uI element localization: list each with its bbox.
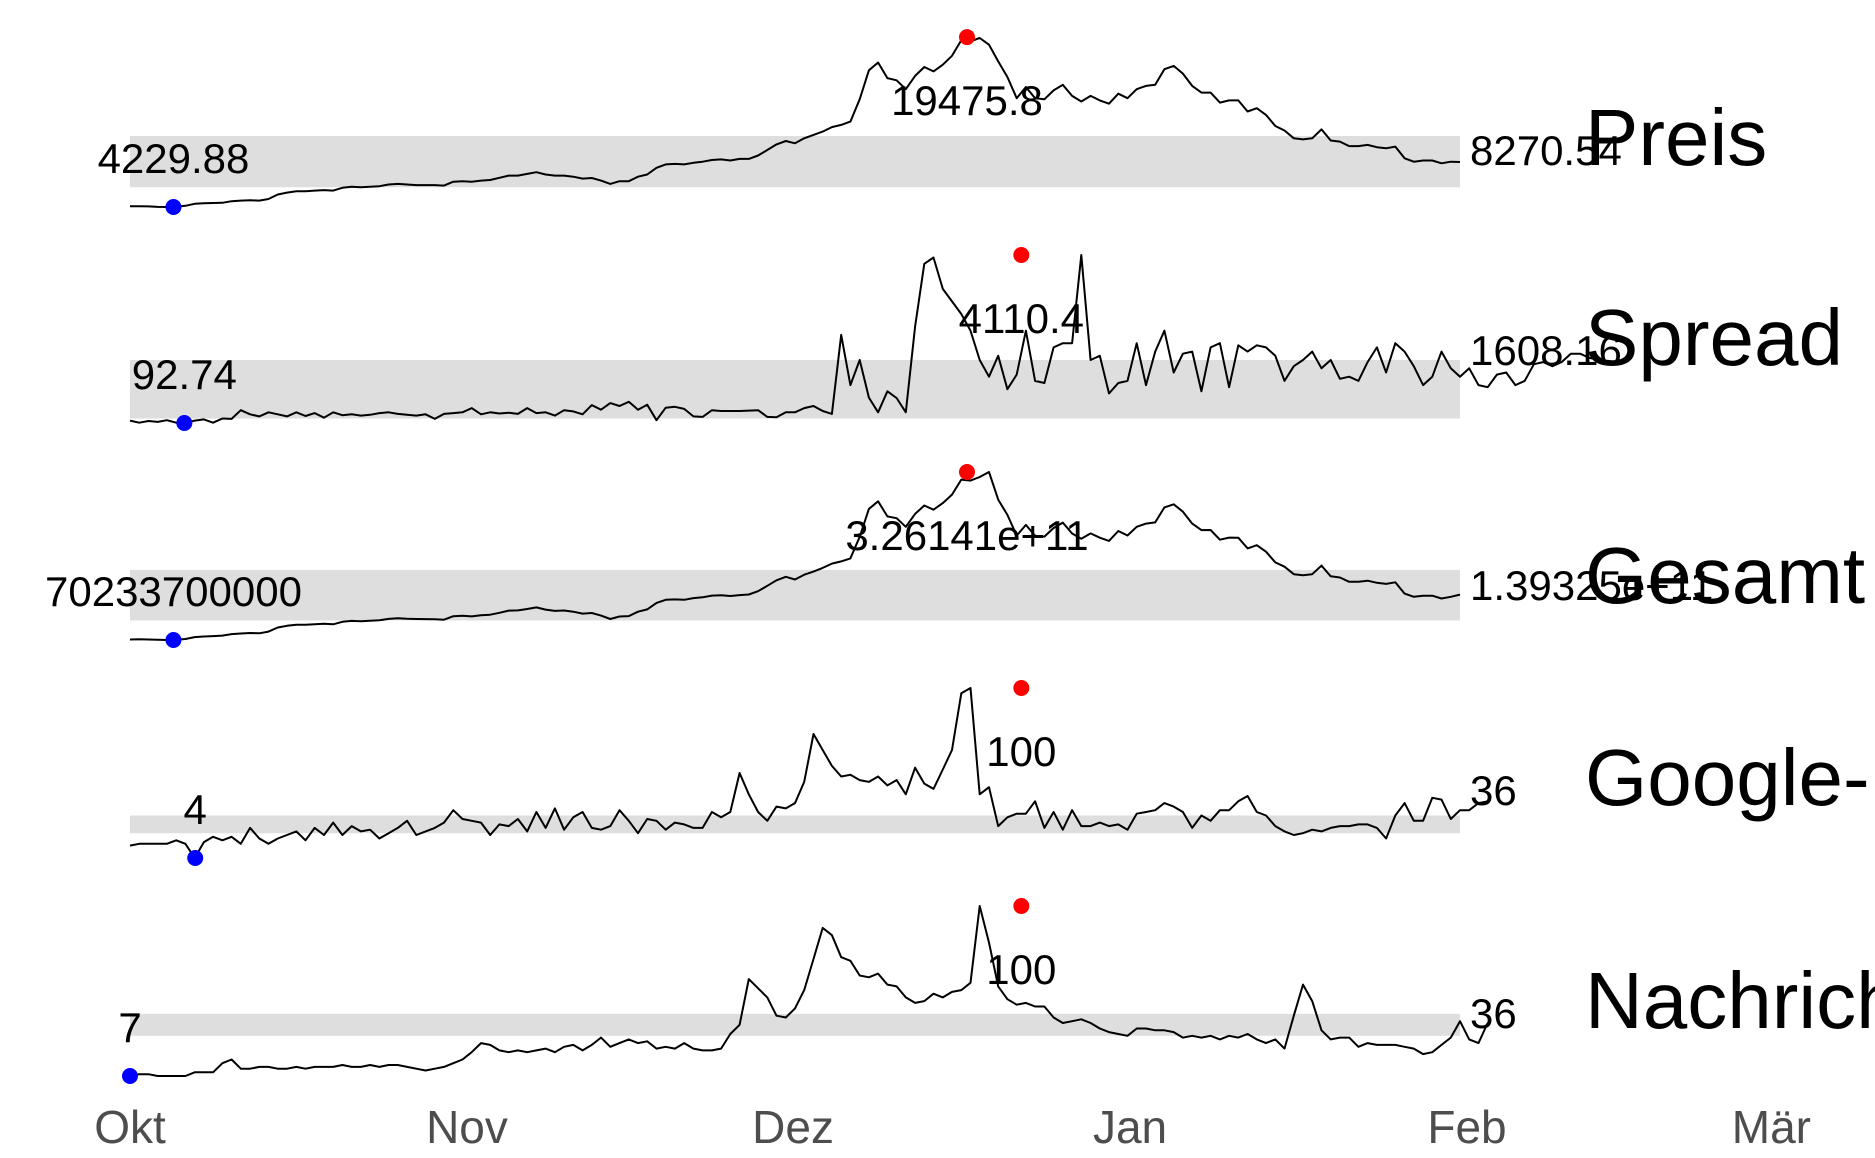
x-tick-label: Dez — [752, 1101, 834, 1153]
sparkline-google: 4 100 36 Google- — [129, 680, 1870, 866]
max-point — [1013, 680, 1030, 696]
series-name-label: Preis — [1585, 93, 1767, 182]
series-line — [129, 37, 1461, 208]
min-point — [122, 1068, 138, 1084]
series-name-label: Gesamt — [1585, 531, 1865, 620]
min-point — [165, 632, 182, 648]
series-name-label: Spread — [1585, 293, 1843, 382]
first-value-label: 4 — [184, 786, 207, 833]
x-axis: Okt Nov Dez Jan Feb Mär — [94, 1101, 1811, 1153]
max-value-label: 4110.4 — [959, 295, 1084, 342]
first-value-label: 7 — [118, 1004, 141, 1051]
max-value-label: 19475.8 — [891, 77, 1043, 124]
first-value-label: 4229.88 — [98, 135, 250, 182]
first-value-label: 70233700000 — [45, 568, 302, 615]
max-point — [1013, 898, 1030, 914]
min-point — [187, 850, 204, 866]
last-value-label: 1608.16 — [1470, 327, 1622, 374]
max-point — [1013, 246, 1030, 263]
max-value-label: 100 — [986, 728, 1056, 775]
last-value-label: 8270.54 — [1470, 127, 1622, 174]
series-line — [129, 254, 1599, 424]
first-value-label: 92.74 — [132, 351, 237, 398]
max-value-label: 3.26141e+11 — [845, 512, 1088, 559]
last-value-label: 1.39325e+11 — [1470, 562, 1713, 609]
x-tick-label: Okt — [94, 1101, 166, 1153]
max-point — [958, 29, 975, 46]
series-name-label: Google- — [1585, 733, 1870, 822]
max-value-label: 100 — [986, 946, 1056, 993]
last-value-label: 36 — [1470, 990, 1517, 1037]
range-band — [130, 136, 1460, 188]
x-tick-label: Mär — [1732, 1101, 1811, 1153]
sparkline-nachrich: 7 100 36 Nachrich — [118, 898, 1875, 1084]
series-line — [129, 471, 1461, 641]
range-band — [130, 569, 1460, 621]
min-point — [165, 199, 182, 216]
x-tick-label: Jan — [1093, 1101, 1167, 1153]
series-line — [129, 687, 1488, 859]
series-name-label: Nachrich — [1585, 956, 1875, 1045]
last-value-label: 36 — [1470, 767, 1517, 814]
range-band — [130, 1013, 1460, 1036]
max-point — [958, 464, 975, 480]
min-point — [176, 415, 193, 432]
x-tick-label: Feb — [1427, 1101, 1506, 1153]
x-tick-label: Nov — [426, 1101, 508, 1153]
range-band — [130, 815, 1460, 834]
series-line — [129, 905, 1489, 1077]
range-band — [130, 359, 1460, 419]
